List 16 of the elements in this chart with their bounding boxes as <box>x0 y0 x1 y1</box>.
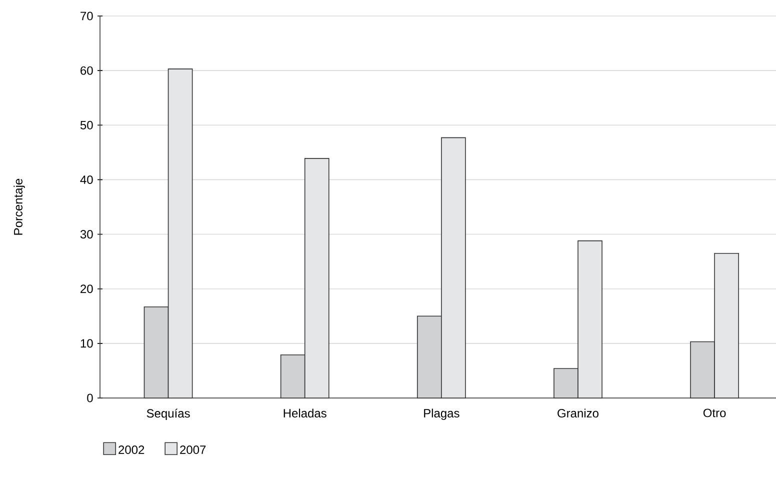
y-tick-label: 20 <box>80 284 93 294</box>
y-tick-label: 30 <box>80 230 93 239</box>
y-tick-label: 0 <box>87 394 93 402</box>
x-tick-label: Plagas <box>424 408 460 420</box>
y-tick-label: 60 <box>80 66 93 75</box>
x-tick-label: Sequías <box>146 408 190 420</box>
y-axis-title: Porcentaje <box>14 178 25 235</box>
x-tick-label: Heladas <box>284 408 326 418</box>
legend-label: 2007 <box>180 446 206 454</box>
y-tick-label: 70 <box>80 12 93 20</box>
y-tick-label: 10 <box>80 339 93 348</box>
y-tick-label: 40 <box>80 175 93 184</box>
legend-label: 2002 <box>118 446 144 454</box>
y-tick-label: 50 <box>80 120 93 130</box>
x-tick-label: Granizo <box>558 408 598 418</box>
x-tick-label: Otro <box>703 408 726 418</box>
